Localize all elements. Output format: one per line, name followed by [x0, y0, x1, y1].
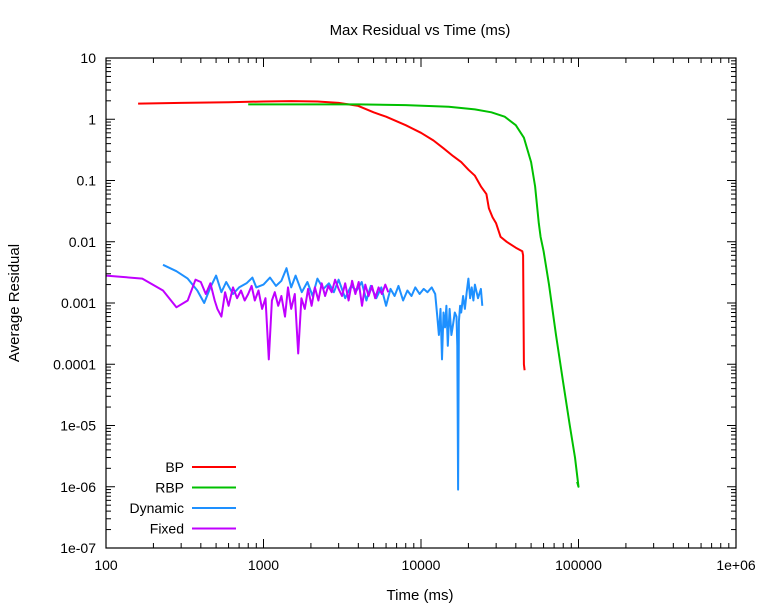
- series-group: [105, 100, 580, 491]
- x-tick-label: 10000: [402, 557, 441, 573]
- chart-title: Max Residual vs Time (ms): [330, 22, 511, 39]
- x-axis-label: Time (ms): [387, 587, 454, 604]
- x-tick-label: 100000: [555, 557, 602, 573]
- plot-frame: [105, 57, 737, 549]
- legend-label-rbp: RBP: [155, 480, 184, 496]
- x-tick-label: 1e+06: [716, 557, 756, 573]
- legend-label-fixed: Fixed: [150, 521, 184, 537]
- y-axis-label: Average Residual: [6, 244, 23, 362]
- y-tick-label: 0.1: [77, 173, 97, 189]
- axis-ticks-group: 100 1000 10000 100000 1e+06 1e-07 1e-06 1e-05 0.…: [53, 50, 756, 573]
- y-tick-label: 0.0001: [53, 356, 96, 372]
- series-line-fixed: [105, 274, 390, 361]
- x-tick-label: 100: [94, 557, 118, 573]
- legend: BP RBP Dynamic Fixed: [130, 459, 236, 537]
- y-tick-label: 1e-06: [60, 479, 96, 495]
- legend-label-bp: BP: [165, 459, 184, 475]
- legend-label-dynamic: Dynamic: [130, 500, 184, 516]
- series-line-dynamic: [162, 263, 484, 491]
- y-tick-label: 10: [80, 50, 96, 66]
- y-tick-label: 1e-07: [60, 540, 96, 556]
- series-line-rbp: [248, 103, 580, 488]
- y-tick-label: 0.01: [69, 234, 96, 250]
- x-tick-label: 1000: [248, 557, 279, 573]
- y-tick-label: 1: [88, 111, 96, 127]
- y-tick-label: 1e-05: [60, 418, 96, 434]
- series-line-bp: [138, 100, 526, 371]
- y-tick-label: 0.001: [61, 295, 96, 311]
